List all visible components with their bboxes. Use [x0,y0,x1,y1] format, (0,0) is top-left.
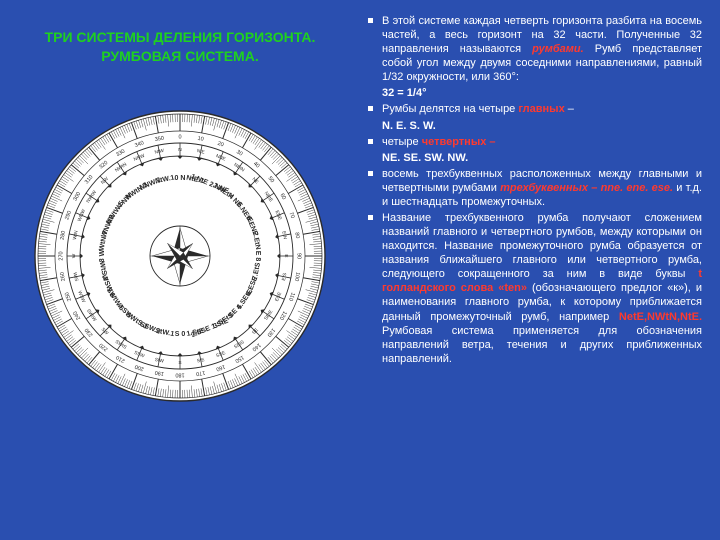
body-bullet: Румбы делятся на четыре главных – [366,102,702,116]
compass-diagram: 0102030405060708090100110120130140150160… [30,106,330,406]
body-bullet: В этой системе каждая четверть горизонта… [366,14,702,84]
body-indent-line: 32 = 1/4° [366,86,702,100]
svg-text:80: 80 [293,232,300,239]
svg-text:90: 90 [296,253,302,259]
svg-text:N: N [178,147,182,153]
svg-text:10: 10 [197,136,204,143]
svg-text:S 0: S 0 [175,331,186,338]
svg-text:E 8: E 8 [254,251,261,262]
body-bullet: Название трехбуквенного румба получают с… [366,211,702,366]
body-bullet: восемь трехбуквенных расположенных между… [366,167,702,209]
svg-text:S: S [178,360,181,366]
svg-text:0 N: 0 N [175,175,186,182]
title-line-2: РУМБОВАЯ СИСТЕМА. [101,48,258,64]
page-title: ТРИ СИСТЕМЫ ДЕЛЕНИЯ ГОРИЗОНТА. РУМБОВАЯ … [45,28,316,66]
body-bullet: четыре четвертных – [366,135,702,149]
title-line-1: ТРИ СИСТЕМЫ ДЕЛЕНИЯ ГОРИЗОНТА. [45,29,316,45]
svg-text:W: W [71,253,77,258]
body-indent-line: NE. SE. SW. NW. [366,151,702,165]
svg-text:270: 270 [58,251,64,260]
svg-text:0: 0 [178,134,181,140]
right-column: В этой системе каждая четверть горизонта… [360,0,720,540]
svg-text:180: 180 [175,371,184,377]
svg-text:E: E [283,254,289,257]
left-column: ТРИ СИСТЕМЫ ДЕЛЕНИЯ ГОРИЗОНТА. РУМБОВАЯ … [0,0,360,540]
body-indent-line: N. E. S. W. [366,119,702,133]
body-text-list: В этой системе каждая четверть горизонта… [366,14,702,366]
